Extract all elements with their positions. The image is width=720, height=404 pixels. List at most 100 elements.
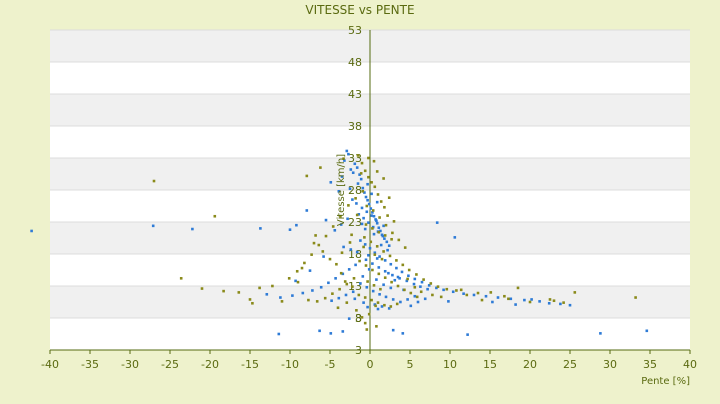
data-point	[350, 233, 353, 237]
x-tick-label: 15	[483, 358, 497, 371]
data-point	[277, 332, 281, 336]
y-tick-label: 13	[348, 280, 362, 293]
x-tick-label: 35	[643, 358, 657, 371]
data-point	[303, 261, 306, 265]
data-point	[361, 275, 365, 278]
data-point	[364, 258, 368, 262]
x-tick-label: 0	[367, 358, 374, 371]
data-point	[390, 237, 393, 241]
data-point	[371, 209, 375, 212]
data-point	[465, 293, 469, 297]
data-point	[375, 278, 378, 281]
data-point	[347, 317, 351, 320]
data-point	[548, 298, 552, 301]
data-point	[363, 227, 367, 231]
y-tick-label: 23	[348, 216, 362, 229]
data-point	[476, 291, 480, 295]
data-point	[634, 296, 637, 299]
data-point	[329, 181, 333, 184]
data-point	[337, 189, 341, 193]
data-point	[372, 232, 376, 236]
data-point	[287, 277, 291, 280]
x-tick-label: -35	[81, 358, 99, 371]
data-point	[367, 221, 370, 224]
data-point	[391, 328, 395, 332]
data-point	[413, 294, 417, 298]
data-point	[348, 187, 352, 191]
data-point	[346, 217, 349, 221]
data-point	[387, 271, 390, 275]
data-point	[331, 292, 334, 295]
data-point	[365, 204, 369, 208]
data-point	[355, 202, 358, 205]
data-point	[344, 293, 348, 297]
data-point	[363, 243, 367, 246]
data-point	[361, 186, 365, 190]
data-point	[379, 229, 382, 233]
data-point	[152, 179, 156, 183]
y-tick-label: 48	[348, 56, 362, 69]
x-tick-label: -30	[121, 358, 139, 371]
data-point	[338, 287, 341, 291]
data-point	[345, 282, 349, 286]
data-point	[528, 300, 532, 304]
data-point	[376, 307, 380, 311]
data-point	[355, 166, 359, 169]
x-tick-label: -10	[281, 358, 299, 371]
data-point	[415, 295, 419, 299]
data-point	[352, 277, 356, 280]
data-point	[383, 259, 387, 262]
data-point	[509, 297, 513, 301]
data-point	[364, 223, 368, 226]
data-point	[179, 277, 183, 280]
data-point	[300, 266, 304, 270]
data-point	[373, 253, 377, 256]
data-point	[466, 333, 469, 336]
chart-title: VITESSE vs PENTE	[305, 3, 414, 17]
data-point	[363, 296, 367, 299]
data-point	[356, 182, 360, 185]
data-point	[396, 275, 400, 279]
data-point	[367, 268, 371, 271]
data-point	[360, 161, 364, 165]
data-point	[349, 168, 353, 171]
data-point	[377, 230, 381, 234]
y-axis-label: Vitesse [km/h]	[336, 154, 347, 226]
data-point	[321, 250, 325, 253]
data-point	[335, 262, 338, 266]
data-point	[360, 206, 364, 210]
data-point	[407, 268, 411, 272]
data-point	[367, 175, 370, 179]
data-point	[419, 290, 423, 294]
y-tick-label: 38	[348, 120, 362, 133]
data-point	[351, 171, 355, 175]
data-point	[357, 293, 361, 297]
data-point	[368, 246, 372, 250]
data-point	[347, 152, 350, 156]
data-point	[291, 294, 294, 297]
data-point	[422, 278, 425, 281]
data-point	[370, 181, 373, 184]
data-point	[380, 257, 384, 261]
data-point	[359, 177, 363, 181]
data-point	[645, 329, 649, 333]
data-point	[354, 263, 357, 267]
data-point	[251, 301, 254, 305]
data-point	[357, 213, 361, 216]
data-point	[377, 272, 381, 276]
data-point	[530, 298, 533, 301]
x-tick-label: -5	[325, 358, 336, 371]
data-point	[308, 269, 312, 272]
data-point	[395, 302, 399, 306]
data-point	[480, 298, 484, 302]
data-point	[389, 286, 393, 290]
data-point	[514, 303, 517, 306]
data-point	[373, 185, 377, 189]
data-point	[341, 272, 345, 276]
data-point	[372, 284, 376, 287]
data-point	[370, 298, 373, 302]
data-point	[280, 300, 284, 303]
data-point	[295, 223, 298, 227]
